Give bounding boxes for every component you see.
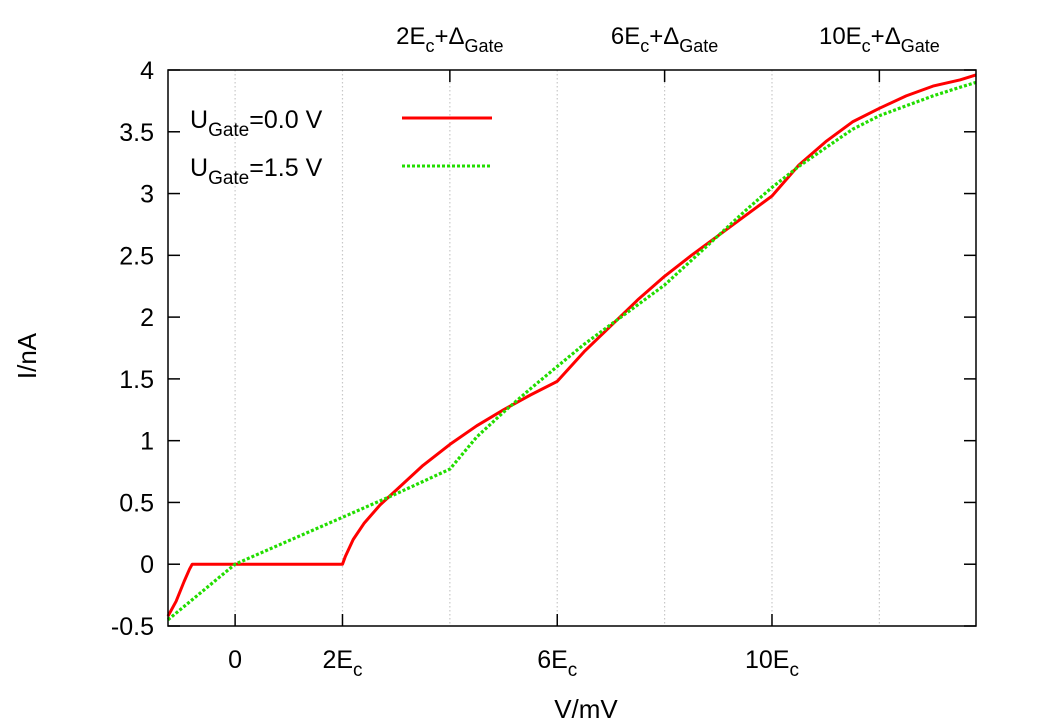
y-tick-label: 3.5 (119, 119, 154, 147)
y-axis-label: I/nA (12, 332, 42, 379)
y-tick-label: 2 (140, 304, 154, 332)
series-lines (166, 73, 977, 622)
x-tick-label: 6Ec (537, 646, 577, 681)
top-tick-label: 10Ec+ΔGate (819, 23, 940, 56)
y-axis-ticks: -0.5 0 0.5 1 1.5 2 2.5 3 3.5 4 (111, 57, 976, 641)
series-line-2 (166, 80, 977, 622)
top-tick-label: 2Ec+ΔGate (396, 23, 503, 56)
x-axis-ticks: 0 2Ec 6Ec 10Ec (228, 614, 799, 681)
x-tick-label: 10Ec (745, 646, 799, 681)
x-axis-label: V/mV (554, 694, 618, 724)
top-axis-ticks: 2Ec+ΔGate 6Ec+ΔGate 10Ec+ΔGate (396, 23, 940, 82)
x-tick-label: 2Ec (322, 646, 362, 681)
y-tick-label: 2.5 (119, 242, 154, 270)
plot-frame (167, 69, 977, 627)
legend-label-2: UGate=1.5 V (190, 154, 323, 189)
vertical-gridlines (234, 70, 880, 626)
y-tick-label: 3 (140, 181, 154, 209)
legend: UGate=0.0 V UGate=1.5 V (190, 106, 492, 189)
y-tick-label: 1 (140, 428, 154, 456)
legend-label-1: UGate=0.0 V (190, 106, 323, 141)
top-tick-label: 6Ec+ΔGate (611, 23, 718, 56)
y-tick-label: 0 (140, 551, 154, 579)
y-tick-label: 4 (140, 57, 154, 85)
y-tick-label: 0.5 (119, 489, 154, 517)
y-tick-label: -0.5 (111, 613, 154, 641)
y-tick-label: 1.5 (119, 366, 154, 394)
x-tick-label: 0 (228, 646, 242, 674)
